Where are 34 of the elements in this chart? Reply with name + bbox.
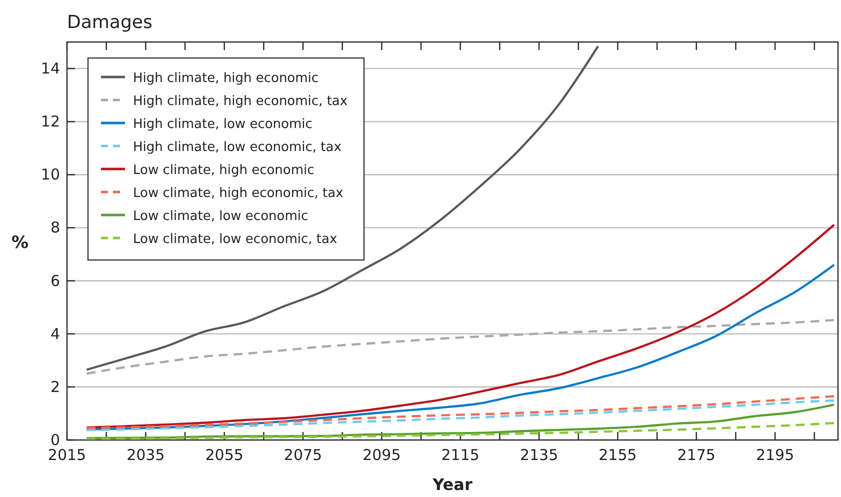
y-tick-label: 0	[50, 431, 60, 449]
legend-label: High climate, high economic	[133, 71, 319, 86]
x-tick-label: 2175	[677, 446, 716, 464]
legend-label: Low climate, low economic, tax	[133, 232, 338, 247]
x-tick-label: 2115	[441, 446, 480, 464]
x-tick-label: 2095	[362, 446, 401, 464]
line-series	[86, 422, 836, 440]
legend-label: Low climate, high economic	[133, 163, 314, 178]
legend-label: High climate, low economic	[133, 117, 312, 132]
y-tick-label: 10	[40, 166, 60, 184]
x-tick-label: 2195	[756, 446, 794, 464]
y-tick-label: 8	[50, 218, 60, 237]
legend-label: High climate, low economic, tax	[133, 140, 342, 155]
line-series	[86, 404, 836, 440]
chart-title: Damages	[67, 12, 152, 33]
line-series	[86, 45, 600, 371]
x-tick-label: 2155	[598, 446, 637, 464]
y-axis-title: %	[11, 233, 29, 253]
x-tick-label: 2015	[48, 446, 86, 464]
y-tick-label: 4	[50, 324, 60, 343]
x-tick-label: 2135	[520, 446, 558, 464]
line-series	[86, 318, 836, 375]
x-tick-label: 2035	[126, 446, 165, 464]
legend-label: Low climate, low economic	[133, 209, 308, 224]
legend-label: Low climate, high economic, tax	[133, 186, 344, 201]
x-tick-label: 2055	[205, 446, 244, 464]
line-series	[86, 224, 836, 429]
y-tick-label: 12	[40, 112, 60, 131]
y-tick-label: 14	[40, 60, 60, 78]
legend-label: High climate, high economic, tax	[133, 94, 348, 109]
x-axis-title: Year	[432, 475, 472, 494]
y-tick-label: 2	[50, 378, 60, 396]
x-tick-label: 2075	[284, 446, 322, 464]
y-tick-label: 6	[50, 272, 60, 290]
